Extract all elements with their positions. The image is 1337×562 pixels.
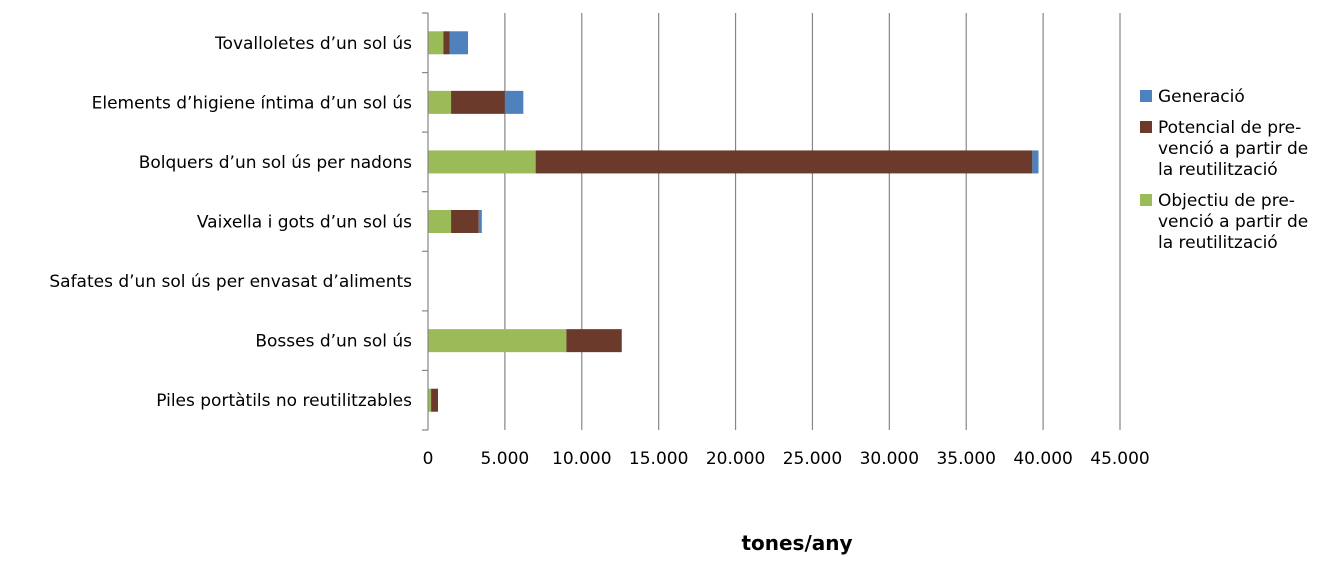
x-tick-labels: 0 5.000 10.000 15.000 20.000 25.000 30.000 35.0… <box>423 449 1150 469</box>
legend-label: la reutilització <box>1158 233 1278 253</box>
x-tick-label: 10.000 <box>552 449 611 469</box>
category-label: Tovalloletes d’un sol ús <box>214 34 412 54</box>
bar-segment <box>478 210 482 233</box>
bars <box>428 31 1039 412</box>
bar-segment <box>428 90 452 114</box>
bar-segment <box>449 31 468 55</box>
bar-segment <box>504 90 524 114</box>
legend-swatch <box>1140 90 1152 102</box>
category-label: Elements d’higiene íntima d’un sol ús <box>92 93 413 113</box>
legend-label: venció a partir de <box>1158 212 1308 232</box>
x-tick-label: 15.000 <box>629 449 688 469</box>
category-label: Bolquers d’un sol ús per nadons <box>139 153 412 173</box>
category-label: Vaixella i gots d’un sol ús <box>197 213 412 233</box>
bar-segment <box>428 388 432 412</box>
category-label: Bosses d’un sol ús <box>255 332 412 352</box>
bar-segment <box>428 150 536 174</box>
bar-segment <box>1032 150 1039 174</box>
category-label: Safates d’un sol ús per envasat d’alimen… <box>49 272 412 292</box>
legend-label: Generació <box>1158 87 1245 107</box>
x-tick-label: 35.000 <box>936 449 995 469</box>
bar-segment <box>431 388 438 412</box>
legend: Generació Potencial de pre-venció a parti… <box>1140 87 1308 253</box>
legend-swatch <box>1140 194 1152 206</box>
bar-segment <box>428 31 444 55</box>
category-label: Piles portàtils no reutilitzables <box>156 391 412 411</box>
x-tick-label: 20.000 <box>706 449 765 469</box>
x-tick-label: 5.000 <box>481 449 530 469</box>
bar-segment <box>451 210 479 233</box>
bar-segment <box>428 210 452 233</box>
legend-swatch <box>1140 121 1152 133</box>
legend-label: venció a partir de <box>1158 139 1308 159</box>
bar-segment <box>535 150 1033 174</box>
x-tick-label: 30.000 <box>860 449 919 469</box>
bar-segment <box>566 329 622 353</box>
legend-label: Objectiu de pre- <box>1158 191 1295 211</box>
legend-label: la reutilització <box>1158 160 1278 180</box>
x-axis-title: tones/any <box>741 531 852 555</box>
bar-segment <box>443 31 450 55</box>
x-tick-label: 25.000 <box>783 449 842 469</box>
legend-label: Potencial de pre- <box>1158 118 1301 138</box>
category-labels: Tovalloletes d’un sol ús Elements d’higie… <box>49 34 412 411</box>
bar-segment <box>428 329 567 353</box>
x-tick-label: 40.000 <box>1013 449 1072 469</box>
gridlines <box>504 13 1121 430</box>
axes <box>422 12 429 431</box>
x-tick-label: 45.000 <box>1090 449 1149 469</box>
x-tick-label: 0 <box>423 449 434 469</box>
bar-segment <box>451 90 505 114</box>
